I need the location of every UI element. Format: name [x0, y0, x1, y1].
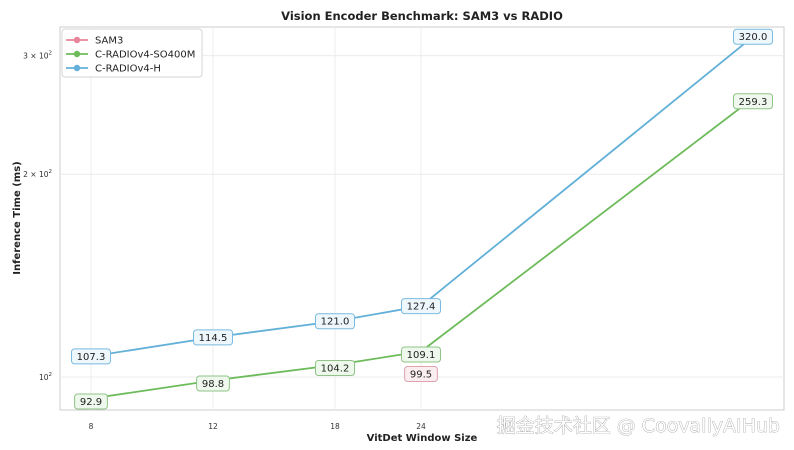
data-labels: 99.5 92.9 98.8 104.2 109.1 259.3 107.3 114.5 121…	[71, 28, 773, 410]
x-tick-label: 8	[89, 422, 94, 431]
data-label-box	[193, 329, 233, 346]
legend-swatch-marker	[73, 50, 81, 58]
data-label-box	[71, 348, 111, 365]
data-label-box	[401, 346, 441, 363]
x-tick-label: 18	[330, 422, 340, 431]
data-label-box	[74, 393, 108, 410]
y-tick-label: 3 × 102	[23, 51, 52, 61]
y-axis-label: Inference Time (ms)	[12, 161, 23, 274]
chart-title: Vision Encoder Benchmark: SAM3 vs RADIO	[281, 9, 563, 23]
x-tick-label: 24	[416, 422, 426, 431]
x-axis-label: VitDet Window Size	[367, 433, 478, 444]
legend-label: C-RADIOv4-SO400M	[95, 50, 195, 61]
data-label: 114.5	[199, 333, 228, 344]
data-label-box	[401, 298, 441, 315]
data-label: 99.5	[410, 370, 432, 381]
data-label-box	[733, 93, 773, 110]
legend-label: C-RADIOv4-H	[95, 64, 161, 75]
legend: SAM3 C-RADIOv4-SO400M C-RADIOv4-H	[61, 28, 203, 78]
legend-swatch-marker	[73, 64, 81, 72]
plot-area	[59, 26, 785, 411]
legend-swatch-marker	[73, 36, 81, 44]
data-label-box	[733, 28, 773, 45]
data-label: 320.0	[739, 32, 768, 43]
watermark: 掘金技术社区 @ CoovallyAIHub	[497, 415, 780, 437]
data-label: 107.3	[77, 352, 106, 363]
data-label: 98.8	[202, 379, 224, 390]
y-tick-label: 2 × 102	[23, 169, 52, 179]
data-label-box	[404, 366, 438, 382]
data-label-box	[196, 375, 230, 392]
y-tick-label: 102	[39, 372, 52, 382]
axes: 8 12 18 24 102 2 × 102 3 × 102	[23, 51, 426, 431]
data-label: 259.3	[739, 97, 768, 108]
data-label: 127.4	[407, 302, 436, 313]
data-label: 92.9	[80, 397, 102, 408]
data-label: 121.0	[321, 317, 350, 328]
x-tick-label: 12	[208, 422, 218, 431]
data-label-box	[315, 359, 355, 376]
data-label-box	[315, 313, 355, 330]
data-label: 109.1	[407, 350, 436, 361]
legend-label: SAM3	[95, 36, 123, 47]
data-label: 104.2	[321, 363, 350, 374]
legend-box	[61, 28, 203, 78]
